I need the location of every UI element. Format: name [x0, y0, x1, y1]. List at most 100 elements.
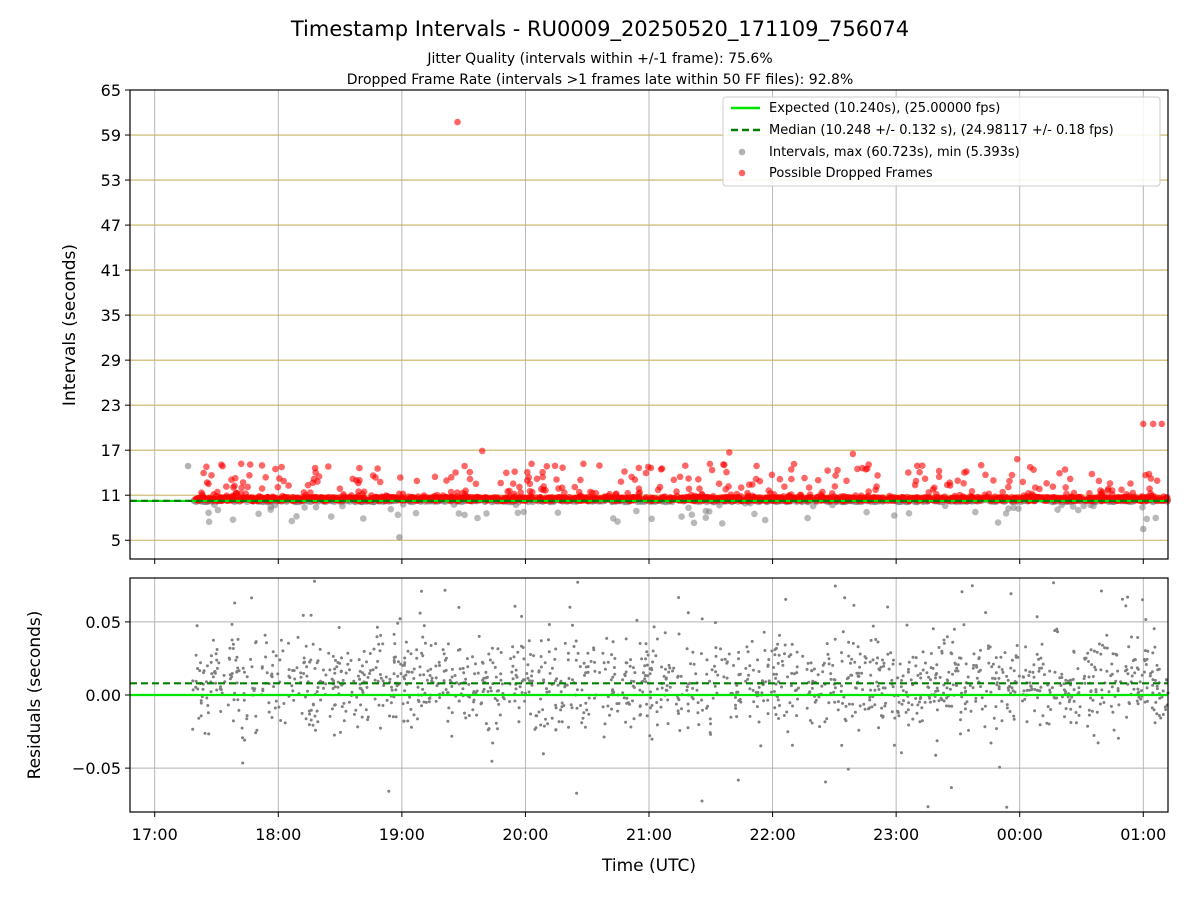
residual-point — [979, 648, 982, 652]
residual-point — [405, 670, 409, 674]
residual-point — [228, 673, 232, 677]
residual-point — [797, 686, 800, 690]
residual-point — [523, 678, 527, 682]
residual-point — [1126, 682, 1130, 686]
residual-point — [1155, 687, 1159, 691]
residual-point — [474, 662, 477, 666]
residual-point — [219, 710, 223, 713]
residual-point — [757, 720, 761, 724]
dropped-frame-point — [709, 493, 717, 500]
residual-point — [550, 666, 554, 670]
residual-point — [209, 660, 213, 664]
residual-point — [398, 617, 402, 621]
residual-point — [840, 659, 844, 663]
dropped-frame-point — [509, 480, 517, 488]
residual-point — [645, 714, 649, 718]
residual-point — [861, 688, 865, 692]
residual-point — [423, 641, 427, 645]
dropped-frame-point — [768, 471, 776, 479]
residual-point — [947, 704, 951, 708]
residual-point — [1125, 715, 1129, 719]
residual-point — [832, 690, 836, 694]
residual-point — [879, 714, 883, 718]
residual-point — [450, 685, 454, 688]
residual-point — [415, 648, 419, 652]
residual-point — [809, 661, 813, 665]
residual-point — [1030, 688, 1033, 692]
residual-point — [892, 658, 895, 662]
residual-point — [1092, 649, 1096, 653]
residual-point — [606, 660, 610, 664]
dropped-frame-point — [852, 492, 859, 499]
dropped-frame-point — [990, 477, 997, 484]
residual-point — [402, 719, 406, 723]
residual-point — [625, 701, 629, 705]
residual-point — [623, 672, 627, 676]
residual-point — [1077, 686, 1081, 690]
dropped-frame-point — [805, 484, 813, 491]
dropped-frame-point — [854, 465, 861, 473]
residual-point — [568, 605, 572, 609]
residual-point — [923, 700, 927, 704]
residual-point — [860, 671, 864, 675]
residual-point — [1076, 667, 1080, 671]
residual-point — [1035, 615, 1039, 619]
residual-point — [732, 664, 735, 667]
residual-point — [810, 669, 814, 673]
residual-point — [638, 713, 642, 717]
residual-point — [418, 673, 422, 677]
residual-point — [858, 704, 862, 708]
residual-point — [1083, 674, 1087, 678]
residual-point — [578, 665, 582, 669]
residual-point — [808, 719, 812, 722]
residual-point — [362, 673, 366, 677]
residual-point — [522, 657, 526, 661]
residual-point — [1098, 702, 1102, 706]
residual-point — [1153, 678, 1157, 682]
residual-point — [1000, 668, 1004, 671]
dropped-frame-point — [832, 472, 839, 479]
dropped-frame-point — [831, 483, 839, 490]
residual-point — [650, 704, 654, 707]
residual-point — [786, 730, 790, 734]
residual-point — [671, 669, 674, 673]
residual-point — [716, 673, 720, 677]
dropped-frame-point — [1147, 475, 1155, 482]
interval-point — [804, 514, 811, 522]
residual-point — [1048, 669, 1052, 673]
dropped-frame-point — [539, 473, 546, 481]
dropped-frame-point — [954, 477, 961, 485]
residual-point — [1052, 696, 1056, 699]
residual-point — [421, 635, 425, 639]
dropped-frame-point — [462, 493, 470, 500]
residual-point — [1033, 688, 1037, 691]
residual-point — [879, 665, 883, 669]
residual-point — [496, 647, 500, 651]
residual-point — [1152, 627, 1156, 631]
residual-point — [897, 714, 901, 718]
dropped-frame-point — [1099, 488, 1106, 496]
residual-point — [309, 613, 313, 617]
residual-point — [911, 717, 915, 721]
residual-point — [1105, 633, 1109, 637]
residual-point — [410, 725, 413, 729]
residual-point — [1127, 645, 1131, 649]
residual-point — [874, 638, 878, 641]
residual-point — [361, 671, 364, 675]
top-y-tick-label: 53 — [101, 171, 121, 190]
residual-point — [1087, 675, 1091, 679]
dropped-frame-point — [276, 475, 283, 482]
residual-point — [1091, 698, 1095, 702]
residual-point — [696, 711, 700, 715]
dropped-frame-point — [727, 491, 735, 499]
residual-point — [598, 671, 602, 674]
residual-point — [862, 702, 866, 706]
residual-point — [559, 708, 563, 712]
residual-point — [434, 699, 438, 703]
residual-point — [328, 714, 332, 718]
residual-point — [542, 724, 546, 728]
residual-point — [576, 651, 580, 655]
residual-point — [714, 670, 718, 674]
residual-point — [245, 714, 249, 718]
